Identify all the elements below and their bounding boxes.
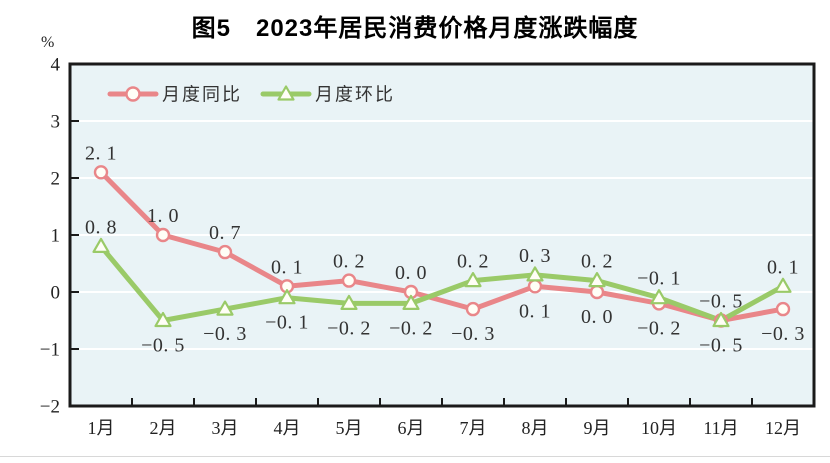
x-axis-label: 4月 — [274, 418, 301, 438]
series-line-circle — [98, 169, 786, 323]
y-axis-label: 2 — [51, 169, 61, 190]
data-label: −0. 5 — [141, 335, 185, 357]
data-label: −0. 3 — [761, 323, 805, 345]
triangle-marker — [712, 311, 730, 328]
data-label: 0. 0 — [395, 262, 427, 284]
data-label: 0. 2 — [581, 251, 613, 273]
x-axis-label: 12月 — [765, 418, 801, 438]
footer-divider — [0, 456, 830, 457]
data-label: −0. 2 — [637, 317, 681, 339]
triangle-marker — [216, 300, 234, 316]
y-axis-label: 4 — [51, 55, 61, 76]
x-axis-label: 6月 — [398, 418, 425, 438]
triangle-marker — [92, 237, 110, 253]
y-axis-label: 0 — [51, 283, 61, 304]
data-label: 0. 1 — [271, 256, 303, 278]
y-axis-label: 3 — [51, 112, 61, 133]
triangle-marker — [154, 311, 172, 328]
data-label: 0. 2 — [333, 251, 365, 273]
legend-triangle-marker — [277, 85, 295, 101]
data-label: −0. 1 — [637, 268, 681, 290]
triangle-marker — [650, 289, 668, 305]
x-axis-label: 1月 — [88, 418, 115, 438]
triangle-marker — [340, 294, 358, 310]
triangle-marker — [464, 272, 482, 288]
x-axis-label: 3月 — [212, 418, 239, 438]
data-label: −0. 5 — [699, 335, 743, 357]
triangle-marker — [774, 277, 792, 293]
plot-area-border — [68, 62, 816, 408]
data-label: 0. 0 — [581, 306, 613, 328]
chart-title: 图5 2023年居民消费价格月度涨跌幅度 — [191, 15, 639, 42]
data-label: 0. 8 — [85, 216, 117, 238]
data-label: −0. 3 — [451, 323, 495, 345]
y-axis-unit-label: % — [41, 34, 55, 51]
y-axis-label: 1 — [51, 226, 61, 247]
triangle-marker — [402, 294, 420, 310]
data-label: 1. 0 — [147, 205, 179, 227]
data-label: −0. 2 — [389, 317, 433, 339]
circle-marker — [589, 284, 605, 300]
x-axis-label: 10月 — [641, 418, 677, 438]
x-axis-label: 9月 — [584, 418, 611, 438]
data-label: −0. 5 — [699, 291, 743, 313]
data-label: 0. 1 — [519, 300, 551, 322]
data-label: 0. 3 — [519, 245, 551, 267]
circle-marker — [527, 279, 543, 294]
legend-label-circle: 月度同比 — [162, 85, 242, 105]
circle-marker — [217, 244, 233, 260]
series-line-triangle — [98, 243, 786, 323]
x-axis-label: 5月 — [336, 418, 363, 438]
legend-circle-marker — [125, 86, 141, 102]
y-axis-label: −2 — [40, 397, 60, 418]
circle-marker — [465, 301, 481, 317]
legend-label-triangle: 月度环比 — [315, 85, 395, 105]
data-label: −0. 1 — [265, 312, 309, 334]
circle-marker — [93, 165, 109, 180]
circle-marker — [155, 227, 171, 243]
data-label: 2. 1 — [85, 142, 117, 164]
x-axis-label: 7月 — [460, 418, 487, 438]
triangle-marker — [278, 289, 296, 305]
data-label: 0. 2 — [457, 251, 489, 273]
circle-marker — [775, 301, 791, 317]
data-label: −0. 2 — [327, 317, 371, 339]
x-axis-label: 8月 — [522, 418, 549, 438]
circle-marker — [341, 273, 357, 288]
data-label: 0. 7 — [209, 222, 241, 244]
y-axis-label: −1 — [40, 340, 60, 361]
x-axis-label: 11月 — [703, 418, 738, 438]
data-label: −0. 3 — [203, 323, 247, 345]
triangle-marker — [588, 272, 606, 288]
x-axis-label: 2月 — [150, 418, 177, 438]
triangle-marker — [526, 266, 544, 282]
data-label: 0. 1 — [767, 256, 799, 278]
